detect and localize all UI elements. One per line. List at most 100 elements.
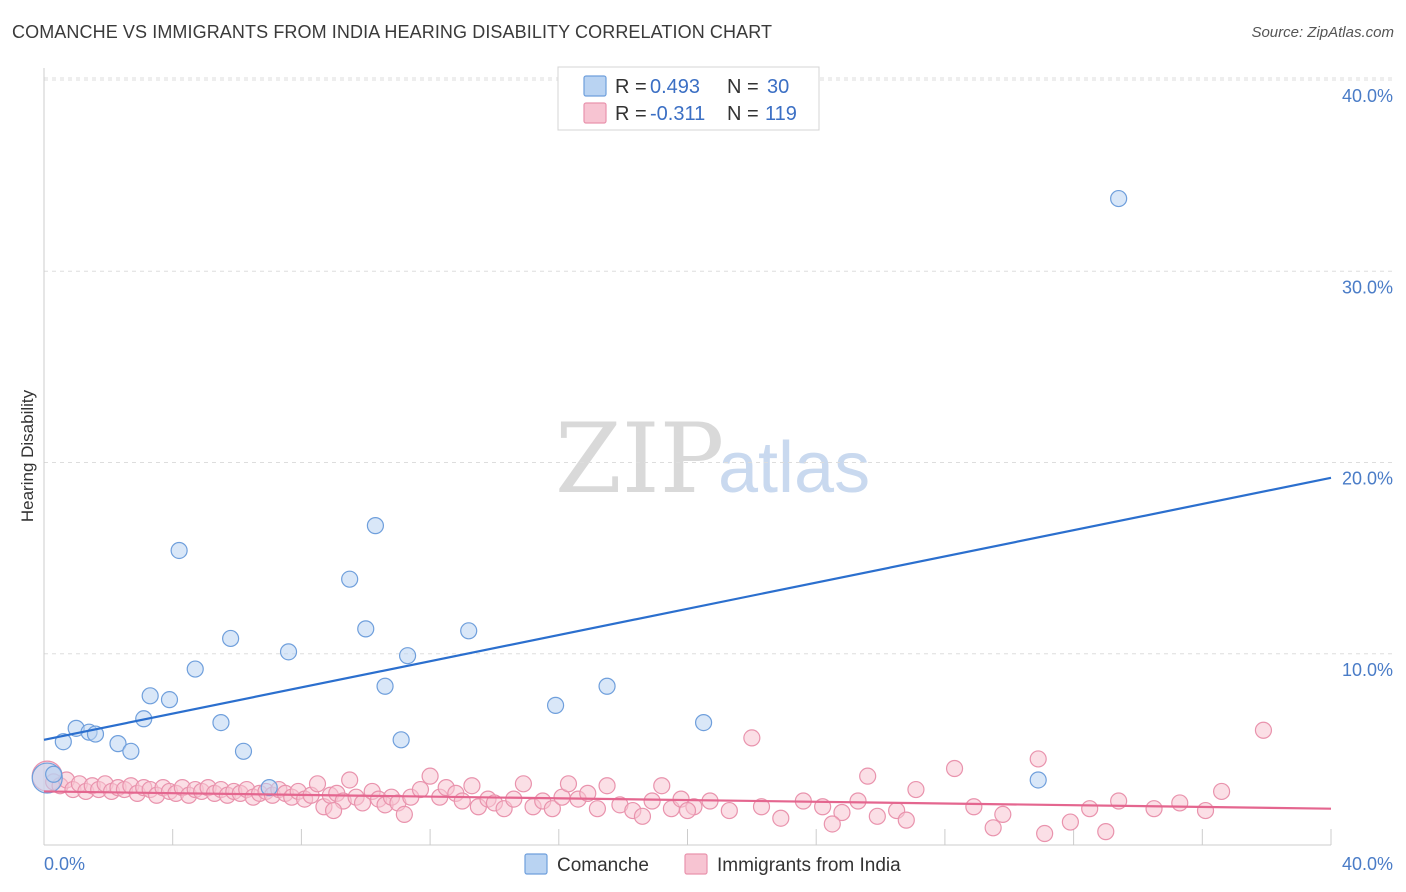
comanche-point — [376, 677, 394, 695]
y-tick-labels: 10.0% 20.0% 30.0% 40.0% — [1342, 86, 1393, 680]
comanche-point — [460, 622, 478, 640]
immigrants-from-india-point — [421, 767, 439, 785]
source-credit: Source: ZipAtlas.com — [1251, 24, 1394, 41]
comanche-point — [694, 713, 713, 732]
trend-line-immigrants-from-india — [43, 790, 1332, 810]
comanche-point — [45, 765, 63, 783]
immigrants-from-india-point — [559, 775, 578, 793]
y-tick-label: 10.0% — [1342, 660, 1393, 680]
immigrants-from-india-point — [772, 809, 790, 827]
comanche-point — [170, 541, 188, 560]
comanche-point — [1029, 771, 1047, 789]
comanche-point — [546, 696, 565, 714]
x-tick-label-max: 40.0% — [1342, 854, 1393, 874]
immigrants-from-india-point — [1145, 800, 1163, 818]
bottom-legend-swatch-comanche — [524, 853, 548, 875]
immigrants-from-india-point — [994, 805, 1012, 824]
legend-r-label-india: R = — [615, 103, 647, 125]
comanche-point — [279, 643, 298, 661]
legend-n-label-comanche: N = — [727, 76, 759, 98]
immigrants-from-india-point — [411, 780, 430, 799]
immigrants-from-india-point — [743, 729, 761, 747]
immigrants-from-india-point — [598, 777, 616, 795]
immigrants-from-india-point — [505, 790, 523, 808]
bottom-legend: Comanche Immigrants from India — [524, 853, 901, 876]
immigrants-from-india-point — [849, 792, 867, 810]
immigrants-from-india-point — [463, 777, 481, 795]
legend-r-label-comanche: R = — [615, 76, 647, 98]
immigrants-from-india-point — [1213, 782, 1231, 801]
immigrants-from-india-point — [1097, 823, 1115, 841]
immigrants-from-india-point — [907, 780, 925, 799]
watermark: ZIP atlas — [555, 403, 870, 515]
legend-n-value-comanche: 30 — [767, 76, 789, 98]
immigrants-from-india-point — [324, 801, 343, 820]
immigrants-from-india-point — [833, 803, 851, 822]
comanche-point — [222, 629, 240, 648]
immigrants-from-india-point — [341, 771, 359, 789]
bottom-legend-label-india: Immigrants from India — [717, 855, 901, 876]
trend-line-comanche — [43, 476, 1332, 741]
immigrants-from-india-point — [945, 759, 964, 778]
immigrants-from-india-point — [453, 792, 471, 810]
legend-swatch-comanche — [583, 75, 607, 97]
x-axis-ticks — [43, 829, 1332, 845]
immigrants-from-india-point — [643, 792, 661, 810]
comanche-point — [122, 742, 140, 760]
immigrants-from-india-point — [678, 801, 697, 820]
immigrants-from-india-point — [752, 798, 771, 816]
immigrants-from-india-point — [1036, 824, 1054, 843]
watermark-zip: ZIP — [555, 403, 724, 515]
series-immigrants-from-india-points — [31, 721, 1273, 843]
comanche-point — [186, 660, 204, 678]
immigrants-from-india-point — [868, 807, 886, 825]
immigrants-from-india-point — [984, 819, 1002, 837]
immigrants-from-india-point — [859, 767, 877, 785]
immigrants-from-india-point — [1254, 721, 1273, 739]
y-tick-label: 40.0% — [1342, 86, 1393, 106]
immigrants-from-india-point — [823, 815, 841, 833]
comanche-point — [109, 735, 127, 753]
legend-r-value-india: -0.311 — [650, 103, 705, 125]
immigrants-from-india-point — [1171, 794, 1189, 812]
immigrants-from-india-point — [308, 775, 327, 793]
chart-title: COMANCHE VS IMMIGRANTS FROM INDIA HEARIN… — [12, 22, 773, 42]
y-tick-label: 30.0% — [1342, 277, 1393, 297]
y-axis-label: Hearing Disability — [18, 389, 37, 522]
immigrants-from-india-point — [1029, 750, 1047, 768]
immigrants-from-india-point — [633, 807, 652, 825]
immigrants-from-india-point — [543, 800, 561, 818]
x-tick-label-min: 0.0% — [44, 854, 85, 874]
legend-box: R = 0.493 N = 30 R = -0.311 N = 119 — [557, 66, 820, 131]
bottom-legend-label-comanche: Comanche — [557, 855, 649, 876]
immigrants-from-india-point — [1061, 813, 1079, 831]
comanche-point — [160, 691, 179, 709]
legend-n-label-india: N = — [727, 103, 759, 125]
comanche-point — [357, 620, 375, 638]
legend-r-value-comanche: 0.493 — [650, 76, 700, 98]
bottom-legend-swatch-india — [684, 853, 708, 875]
comanche-point — [212, 713, 230, 732]
comanche-point — [1110, 189, 1128, 208]
comanche-point — [260, 779, 278, 797]
comanche-point — [398, 647, 417, 665]
comanche-point — [141, 687, 159, 705]
watermark-atlas: atlas — [718, 428, 870, 508]
immigrants-from-india-point — [1081, 800, 1099, 818]
legend-n-value-india: 119 — [765, 103, 797, 125]
y-tick-label: 20.0% — [1342, 469, 1393, 489]
immigrants-from-india-point — [514, 775, 533, 793]
comanche-point — [341, 570, 359, 588]
immigrants-from-india-point — [1196, 801, 1215, 820]
comanche-point — [366, 517, 385, 535]
gridlines — [44, 77, 1393, 655]
comanche-point — [392, 731, 410, 749]
immigrants-from-india-point — [395, 805, 413, 824]
immigrants-from-india-point — [588, 800, 607, 818]
comanche-point — [234, 742, 253, 760]
immigrants-from-india-point — [720, 801, 738, 820]
comanche-point — [598, 677, 616, 695]
legend-swatch-immigrants-from-india — [583, 102, 607, 124]
immigrants-from-india-point — [897, 811, 915, 829]
